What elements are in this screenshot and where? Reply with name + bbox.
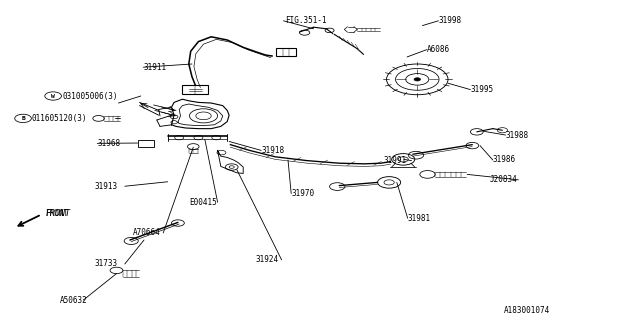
FancyBboxPatch shape	[138, 140, 154, 147]
Text: 31733: 31733	[95, 260, 118, 268]
Text: FRONT: FRONT	[45, 209, 68, 218]
Text: A183001074: A183001074	[504, 306, 550, 315]
Text: 31981: 31981	[408, 214, 431, 223]
Text: B: B	[21, 116, 25, 121]
Text: FRONT: FRONT	[45, 209, 70, 218]
Text: 31991: 31991	[384, 156, 407, 165]
Text: FIG.351-1: FIG.351-1	[285, 16, 326, 25]
Text: 31968: 31968	[97, 140, 120, 148]
Text: A70664: A70664	[132, 228, 160, 237]
Text: 31924: 31924	[256, 255, 279, 264]
Text: 31911: 31911	[144, 63, 167, 72]
Text: 31970: 31970	[291, 189, 314, 198]
Text: E00415: E00415	[189, 198, 216, 207]
Text: J20834: J20834	[490, 175, 517, 184]
Text: 31995: 31995	[470, 85, 493, 94]
Circle shape	[414, 78, 420, 81]
Text: A50632: A50632	[60, 296, 87, 305]
Text: W: W	[51, 93, 55, 99]
FancyBboxPatch shape	[276, 48, 296, 56]
Text: 31913: 31913	[95, 182, 118, 191]
Text: A6086: A6086	[427, 45, 450, 54]
FancyBboxPatch shape	[182, 85, 208, 94]
Text: 031005006(3): 031005006(3)	[62, 92, 118, 100]
Text: 31998: 31998	[438, 16, 461, 25]
Text: 31988: 31988	[506, 131, 529, 140]
Text: 31986: 31986	[493, 156, 516, 164]
Text: 011605120(3): 011605120(3)	[32, 114, 88, 123]
Text: 31918: 31918	[261, 146, 284, 155]
